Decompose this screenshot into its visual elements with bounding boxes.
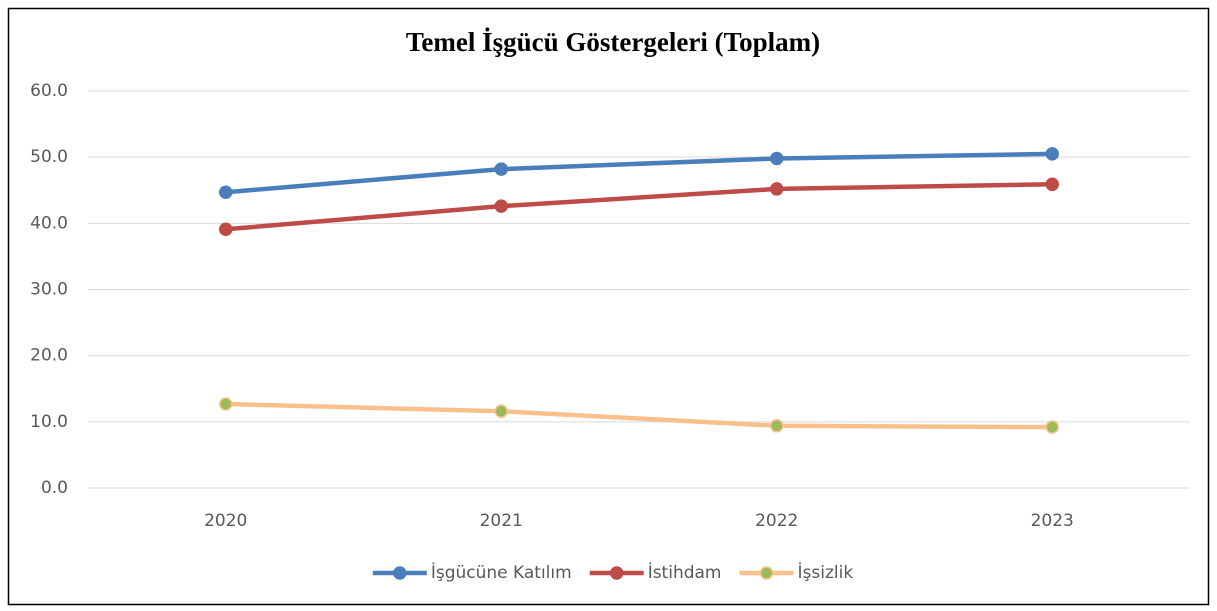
y-tick-label: 0.0 bbox=[41, 478, 68, 498]
legend-label: İstihdam bbox=[648, 562, 722, 583]
data-point bbox=[219, 397, 233, 411]
legend-label: İşsizlik bbox=[798, 562, 854, 583]
legend-marker bbox=[759, 566, 774, 580]
data-point bbox=[219, 222, 233, 237]
data-point bbox=[219, 185, 233, 199]
x-tick-label: 2021 bbox=[480, 511, 523, 531]
legend-label: İşgücüne Katılım bbox=[431, 562, 572, 583]
data-point bbox=[770, 151, 784, 166]
data-point bbox=[770, 182, 784, 196]
data-point bbox=[770, 419, 784, 433]
data-point bbox=[1045, 420, 1059, 434]
chart-title: Temel İşgücü Göstergeleri (Toplam) bbox=[406, 27, 820, 57]
y-tick-label: 60.0 bbox=[30, 81, 68, 101]
legend-marker bbox=[393, 566, 407, 580]
y-tick-label: 50.0 bbox=[30, 147, 68, 167]
y-tick-label: 30.0 bbox=[30, 280, 68, 300]
y-tick-label: 40.0 bbox=[30, 213, 68, 233]
data-point bbox=[494, 199, 508, 213]
chart-frame bbox=[7, 7, 1210, 606]
data-point bbox=[1045, 147, 1059, 161]
data-point bbox=[1045, 177, 1059, 192]
series-line bbox=[223, 401, 1055, 430]
data-point bbox=[494, 404, 508, 418]
x-tick-label: 2023 bbox=[1031, 511, 1074, 531]
y-tick-label: 20.0 bbox=[30, 346, 68, 366]
data-point bbox=[494, 162, 508, 176]
series-line bbox=[223, 182, 1055, 232]
legend-marker bbox=[609, 566, 624, 580]
y-tick-label: 10.0 bbox=[30, 412, 68, 432]
series-line bbox=[223, 151, 1055, 195]
x-tick-label: 2022 bbox=[755, 511, 798, 531]
x-tick-label: 2020 bbox=[204, 511, 247, 531]
